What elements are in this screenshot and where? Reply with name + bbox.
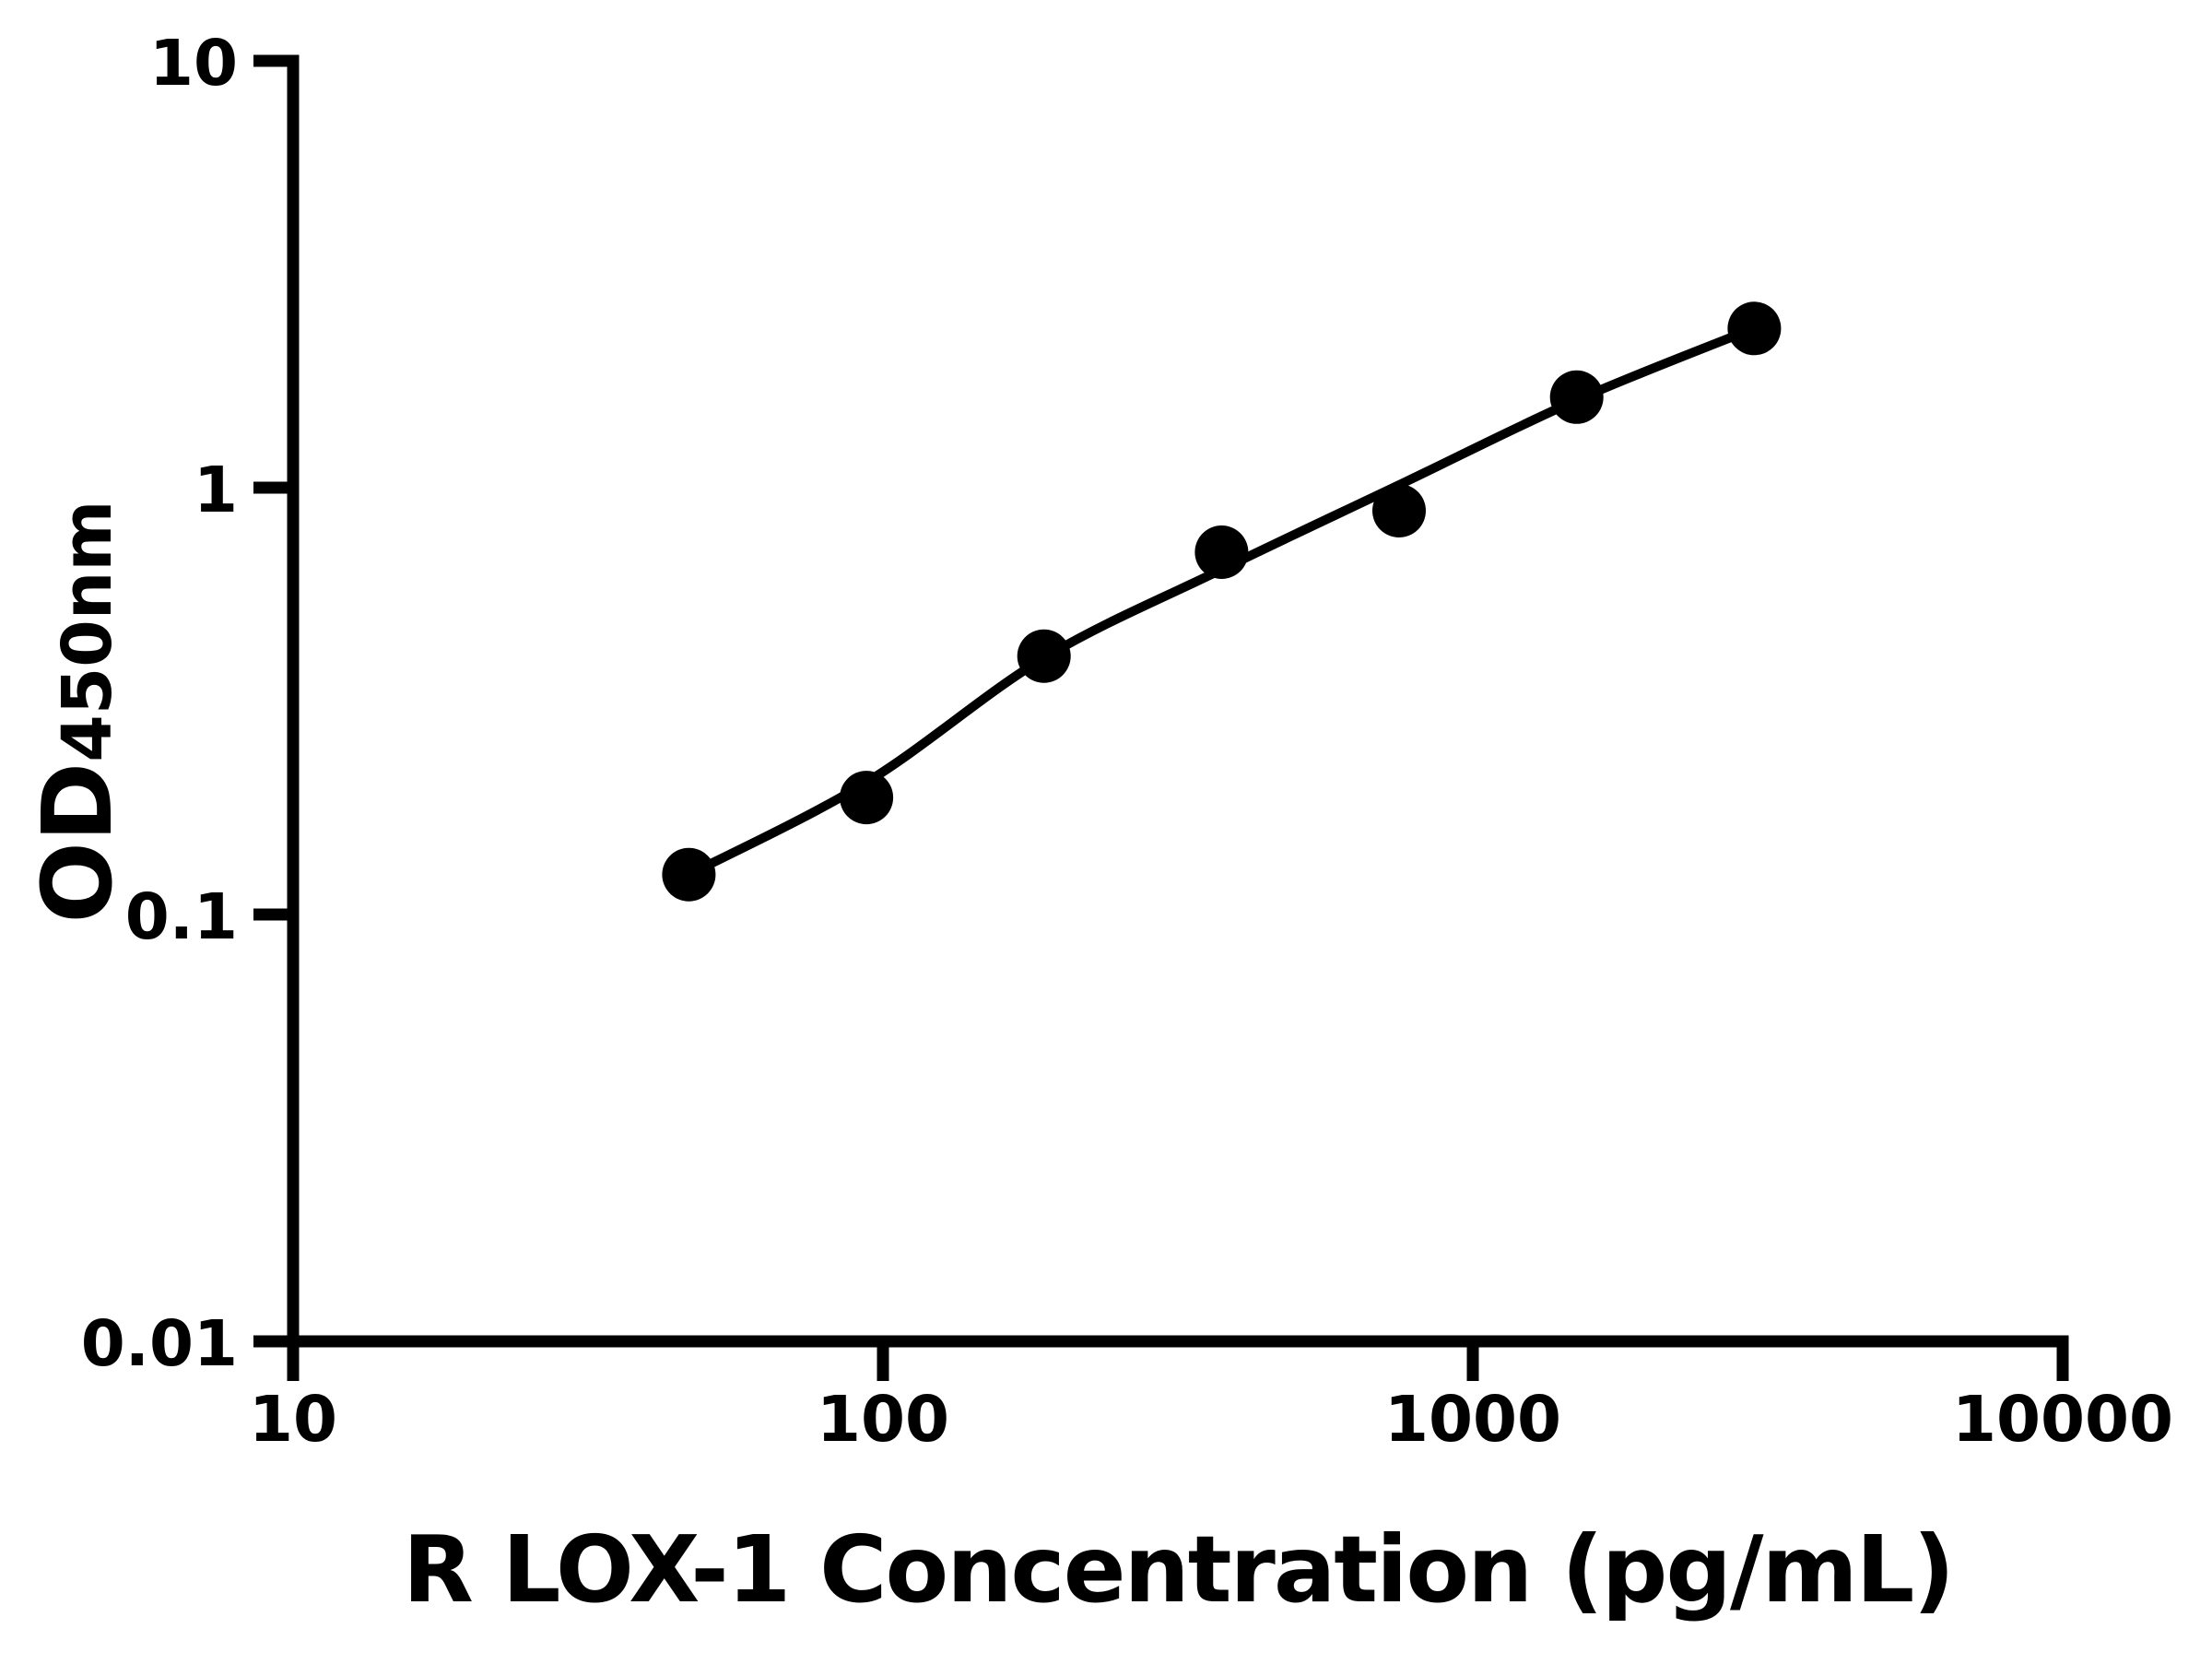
y-axis-title-main: OD	[21, 762, 134, 924]
y-tick-label-10: 10	[149, 27, 238, 100]
data-point-5	[1372, 484, 1426, 537]
data-point-7	[1727, 301, 1782, 356]
x-tick-label-100: 100	[817, 1383, 949, 1457]
x-tick-label-1000: 1000	[1384, 1383, 1561, 1457]
data-point-markers	[662, 301, 1782, 902]
x-axis-ticks	[287, 1341, 2069, 1381]
y-tick-label-0.01: 0.01	[81, 1307, 238, 1381]
x-tick-label-10: 10	[249, 1383, 337, 1457]
data-point-2	[840, 771, 894, 825]
y-axis-ticks	[253, 54, 293, 1348]
x-axis-tick-labels: 10 100 1000 10000	[249, 1383, 2173, 1457]
x-axis-title: R LOX-1 Concentration (pg/mL)	[403, 1516, 1953, 1623]
data-point-1	[662, 847, 716, 902]
x-tick-label-10000: 10000	[1952, 1383, 2173, 1457]
y-tick-label-1: 1	[194, 454, 238, 527]
y-axis-tick-labels: 10 1 0.1 0.01	[81, 27, 238, 1381]
data-point-6	[1549, 370, 1604, 424]
data-point-3	[1017, 629, 1071, 683]
data-point-4	[1194, 525, 1249, 579]
y-axis-title-subscript: 450nm	[48, 500, 127, 761]
y-axis-title: OD450nm	[21, 500, 134, 923]
axes	[253, 54, 2069, 1381]
y-tick-label-0.1: 0.1	[125, 880, 238, 954]
